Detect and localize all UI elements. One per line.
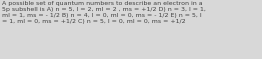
- Text: A possible set of quantum numbers to describe an electron in a
5p subshell is A): A possible set of quantum numbers to des…: [2, 1, 206, 24]
